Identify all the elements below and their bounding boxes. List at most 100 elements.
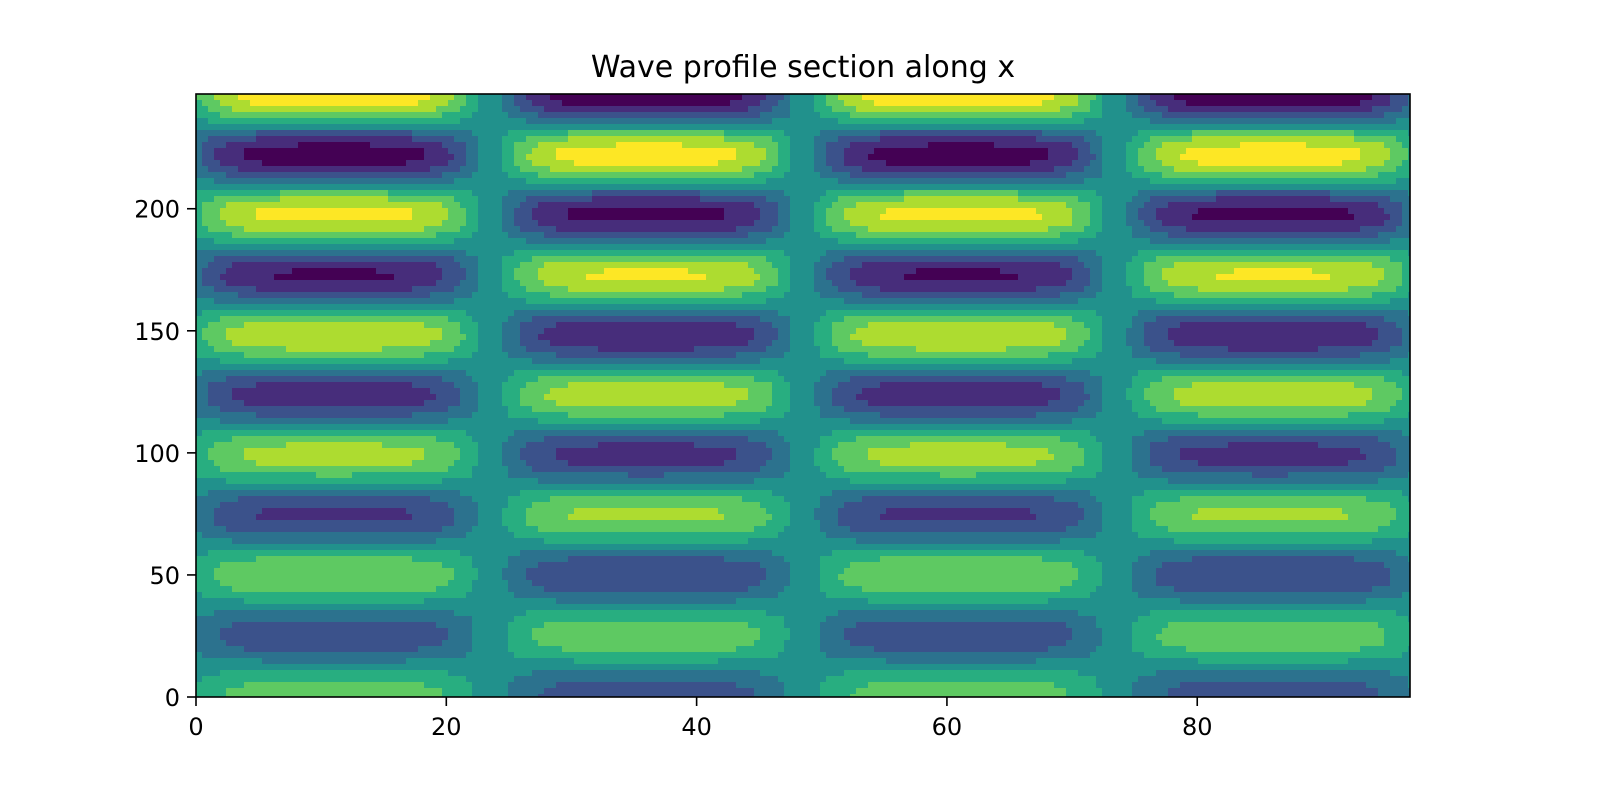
contour-cell bbox=[754, 166, 761, 173]
contour-cell bbox=[1288, 124, 1295, 131]
contour-cell bbox=[1252, 94, 1259, 101]
contour-cell bbox=[886, 232, 893, 239]
contour-cell bbox=[862, 142, 869, 149]
contour-cell bbox=[598, 190, 605, 197]
contour-cell bbox=[904, 94, 911, 101]
contour-cell bbox=[532, 124, 539, 131]
contour-cell bbox=[1246, 190, 1253, 197]
contour-cell bbox=[1396, 184, 1403, 191]
contour-cell bbox=[862, 190, 869, 197]
contour-cell bbox=[526, 208, 533, 215]
contour-cell bbox=[1126, 220, 1133, 227]
contour-cell bbox=[946, 202, 953, 209]
contour-cell bbox=[1336, 100, 1343, 107]
contour-cell bbox=[268, 142, 275, 149]
contour-cell bbox=[322, 100, 329, 107]
contour-cell bbox=[448, 202, 455, 209]
contour-cell bbox=[250, 214, 257, 221]
contour-cell bbox=[718, 196, 725, 203]
contour-cell bbox=[472, 232, 479, 239]
contour-cell bbox=[292, 118, 299, 125]
contour-cell bbox=[310, 136, 317, 143]
contour-cell bbox=[922, 160, 929, 167]
contour-cell bbox=[1000, 106, 1007, 113]
contour-cell bbox=[430, 220, 437, 227]
contour-cell bbox=[196, 130, 203, 137]
contour-cell bbox=[250, 130, 257, 137]
contour-cell bbox=[370, 202, 377, 209]
contour-cell bbox=[1006, 112, 1013, 119]
contour-cell bbox=[346, 148, 353, 155]
contour-cell bbox=[364, 208, 371, 215]
contour-cell bbox=[1318, 94, 1325, 101]
contour-cell bbox=[292, 124, 299, 131]
contour-cell bbox=[472, 94, 479, 101]
contour-cell bbox=[1210, 118, 1217, 125]
contour-cell bbox=[1210, 160, 1217, 167]
contour-cell bbox=[508, 148, 515, 155]
contour-cell bbox=[1336, 136, 1343, 143]
contour-cell bbox=[472, 220, 479, 227]
contour-cell bbox=[1126, 196, 1133, 203]
contour-cell bbox=[226, 166, 233, 173]
contour-cell bbox=[742, 214, 749, 221]
contour-cell bbox=[946, 220, 953, 227]
contour-cell bbox=[952, 142, 959, 149]
contour-cell bbox=[1012, 178, 1019, 185]
contour-cell bbox=[502, 142, 509, 149]
contour-cell bbox=[286, 130, 293, 137]
contour-cell bbox=[922, 208, 929, 215]
contour-cell bbox=[376, 148, 383, 155]
contour-cell bbox=[580, 124, 587, 131]
contour-cell bbox=[826, 148, 833, 155]
contour-cell bbox=[808, 130, 815, 137]
contour-cell bbox=[1210, 202, 1217, 209]
contour-cell bbox=[1108, 148, 1115, 155]
contour-cell bbox=[1084, 100, 1091, 107]
contour-cell bbox=[808, 160, 815, 167]
contour-cell bbox=[508, 184, 515, 191]
contour-cell bbox=[544, 166, 551, 173]
contour-cell bbox=[898, 202, 905, 209]
contour-cell bbox=[592, 94, 599, 101]
contour-cell bbox=[778, 238, 785, 245]
contour-cell bbox=[658, 238, 665, 245]
contour-cell bbox=[1054, 232, 1061, 239]
contour-cell bbox=[760, 154, 767, 161]
contour-cell bbox=[262, 148, 269, 155]
contour-cell bbox=[1306, 208, 1313, 215]
contour-cell bbox=[394, 142, 401, 149]
contour-cell bbox=[202, 208, 209, 215]
contour-cell bbox=[1000, 112, 1007, 119]
contour-cell bbox=[208, 154, 215, 161]
contour-cell bbox=[898, 136, 905, 143]
contour-cell bbox=[316, 100, 323, 107]
contour-cell bbox=[214, 232, 221, 239]
contour-cell bbox=[1084, 208, 1091, 215]
contour-cell bbox=[1270, 154, 1277, 161]
contour-cell bbox=[1156, 232, 1163, 239]
contour-cell bbox=[1114, 100, 1121, 107]
contour-cell bbox=[1264, 202, 1271, 209]
contour-cell bbox=[766, 136, 773, 143]
contour-cell bbox=[622, 160, 629, 167]
contour-cell bbox=[1330, 232, 1337, 239]
contour-cell bbox=[538, 190, 545, 197]
contour-cell bbox=[1084, 124, 1091, 131]
contour-cell bbox=[1180, 118, 1187, 125]
contour-cell bbox=[1042, 142, 1049, 149]
contour-cell bbox=[394, 196, 401, 203]
contour-cell bbox=[1168, 190, 1175, 197]
contour-cell bbox=[1180, 154, 1187, 161]
contour-cell bbox=[1126, 136, 1133, 143]
contour-cell bbox=[796, 118, 803, 125]
contour-cell bbox=[1390, 106, 1397, 113]
contour-cell bbox=[988, 106, 995, 113]
contour-cell bbox=[1150, 208, 1157, 215]
contour-cell bbox=[202, 232, 209, 239]
contour-cell bbox=[838, 226, 845, 233]
contour-cell bbox=[352, 136, 359, 143]
contour-cell bbox=[988, 190, 995, 197]
contour-cell bbox=[628, 184, 635, 191]
contour-cell bbox=[1042, 226, 1049, 233]
